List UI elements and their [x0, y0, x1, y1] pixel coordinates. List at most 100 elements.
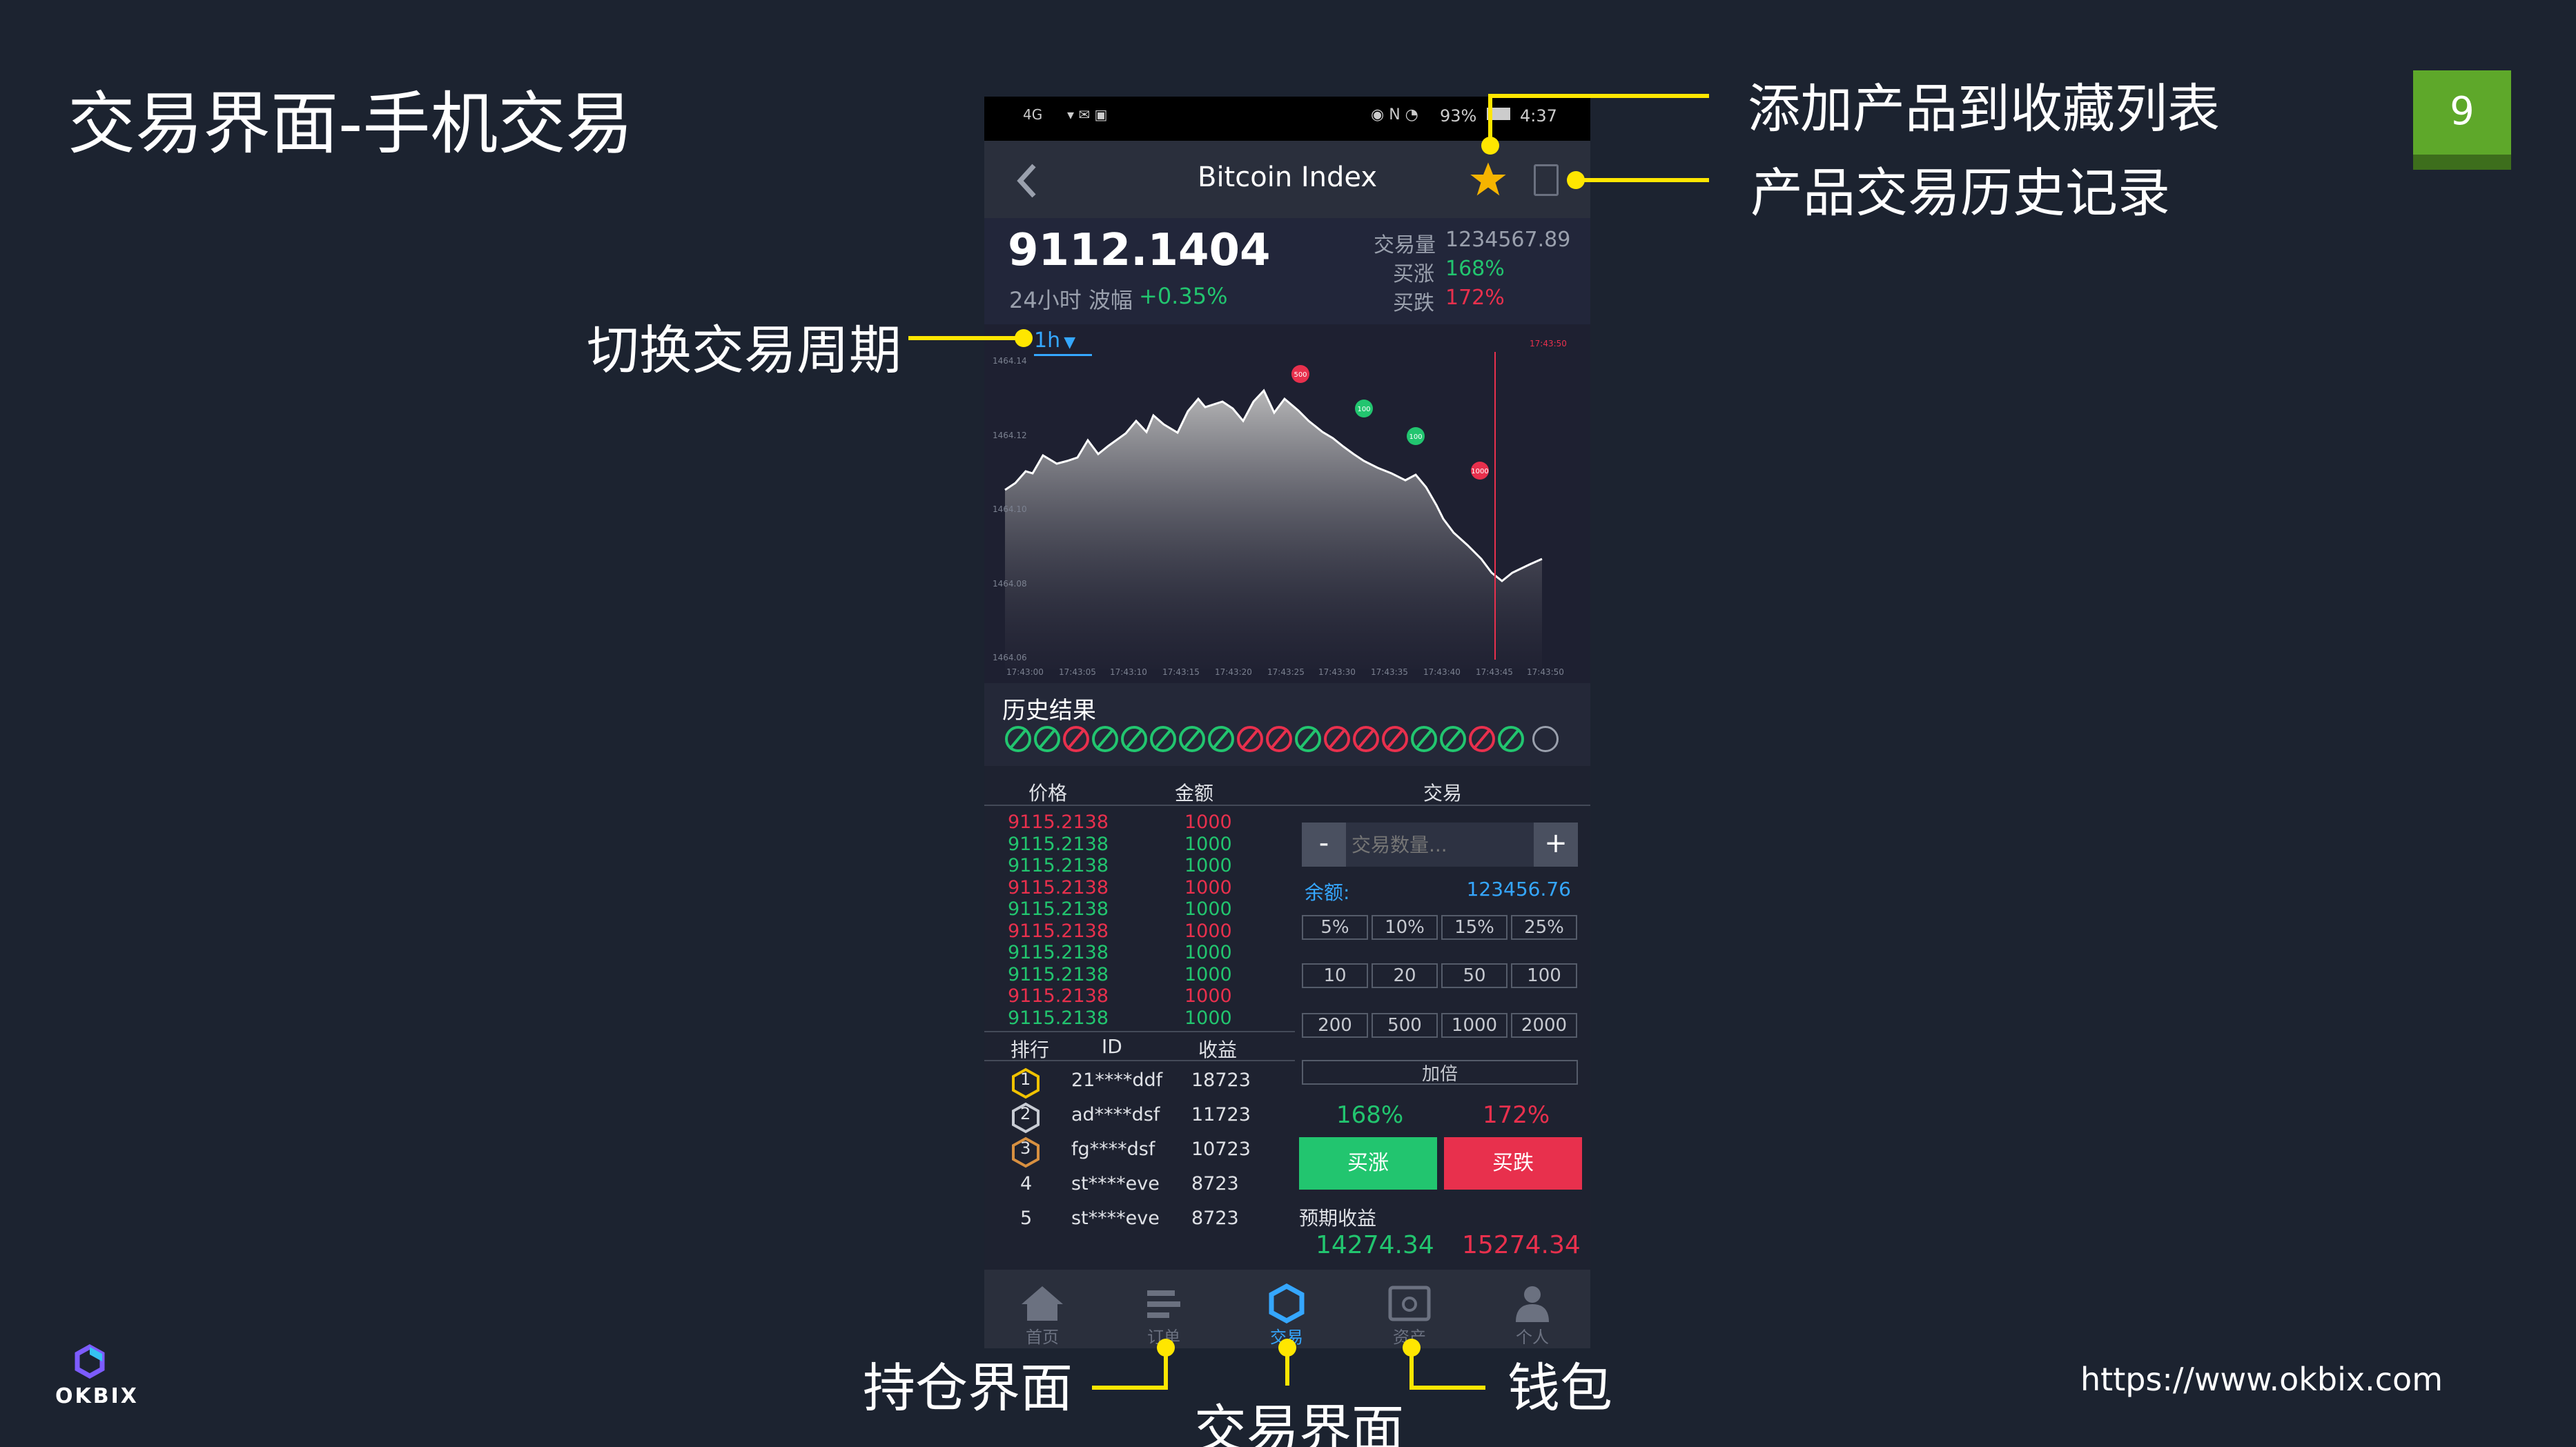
- change-label: 24小时 波幅: [1009, 287, 1133, 313]
- callout-line-wallet: [1409, 1386, 1485, 1390]
- callout-line-positions-v: [1164, 1346, 1168, 1388]
- annotation-wallet: 钱包: [1507, 1357, 1612, 1419]
- x-tick-label: 17:43:25: [1267, 667, 1305, 677]
- y-tick-label: 1464.08: [993, 579, 1027, 589]
- x-tick-label: 17:43:05: [1059, 667, 1096, 677]
- orderbook-price: 9115.2138: [1008, 876, 1109, 898]
- up-label: 买涨: [1393, 262, 1434, 286]
- rank-user-id: st****eve: [1071, 1173, 1160, 1194]
- tab-profile-label: 个人: [1516, 1328, 1549, 1347]
- price-panel: 9112.1404 24小时 波幅 +0.35% 交易量 1234567.89 …: [984, 218, 1590, 324]
- amount-header: 金额: [1175, 782, 1214, 805]
- rank-user-id: st****eve: [1071, 1208, 1160, 1229]
- result-down-icon: [1324, 726, 1350, 752]
- signal-indicator: 4G: [1023, 106, 1043, 123]
- okbix-logo-icon: [69, 1343, 110, 1379]
- expected-label: 预期收益: [1299, 1207, 1377, 1230]
- annotation-period: 切换交易周期: [587, 319, 901, 381]
- annotation-history-record: 产品交易历史记录: [1750, 162, 2170, 224]
- trade-marker-label: 100: [1409, 433, 1422, 441]
- percent-option[interactable]: 10%: [1372, 915, 1438, 940]
- app-header: Bitcoin Index: [984, 141, 1590, 218]
- x-tick-label: 17:43:30: [1318, 667, 1356, 677]
- volume-label: 交易量: [1374, 233, 1436, 257]
- buy-up-button[interactable]: 买涨: [1299, 1137, 1437, 1190]
- y-tick-label: 1464.14: [993, 356, 1027, 366]
- orderbook-amount: 1000: [1184, 898, 1232, 920]
- rank-profit: 8723: [1191, 1208, 1239, 1229]
- clock-icon[interactable]: [1532, 726, 1559, 752]
- status-bar: 4G ▾ ✉ ▣ ◉ N ◔ 93% 4:37: [984, 97, 1590, 141]
- orderbook-amount: 1000: [1184, 876, 1232, 898]
- chevron-down-icon: ▼: [1064, 334, 1076, 351]
- result-up-icon: [1498, 726, 1524, 752]
- orderbook-header: 价格 金额: [984, 776, 1295, 806]
- trade-marker-label: 500: [1294, 371, 1307, 379]
- trade-title: 交易: [1423, 782, 1462, 805]
- tab-profile[interactable]: 个人: [1491, 1278, 1574, 1347]
- down-label: 买跌: [1393, 291, 1434, 315]
- balance-value: 123456.76: [1466, 878, 1571, 900]
- expected-up: 14274.34: [1316, 1231, 1434, 1259]
- amount-option[interactable]: 100: [1511, 963, 1577, 988]
- volume-value: 1234567.89: [1445, 228, 1571, 252]
- callout-line-period: [908, 336, 1026, 340]
- rank-number: 4: [1020, 1173, 1033, 1194]
- medal-icon: [1011, 1101, 1041, 1134]
- orderbook-amount: 1000: [1184, 942, 1232, 963]
- percent-option[interactable]: 25%: [1511, 915, 1577, 940]
- star-favorite-icon[interactable]: [1469, 160, 1507, 199]
- x-tick-label: 17:43:15: [1162, 667, 1200, 677]
- history-record-icon[interactable]: [1534, 164, 1559, 196]
- rank-profit: 11723: [1191, 1104, 1251, 1125]
- orderbook-price: 9115.2138: [1008, 833, 1109, 855]
- current-price: 9112.1404: [1008, 225, 1271, 276]
- callout-line-positions: [1092, 1386, 1168, 1390]
- orderbook-amount: 1000: [1184, 985, 1232, 1007]
- period-selector[interactable]: 1h ▼: [1034, 328, 1092, 356]
- amount-option[interactable]: 1000: [1441, 1013, 1507, 1038]
- back-icon[interactable]: [1013, 161, 1041, 200]
- result-up-icon: [1411, 726, 1437, 752]
- callout-dot-wallet: [1403, 1339, 1421, 1357]
- x-tick-label: 17:43:40: [1423, 667, 1461, 677]
- tab-orders[interactable]: 订单: [1122, 1278, 1205, 1347]
- trade-header: 交易: [1295, 776, 1590, 806]
- result-up-icon: [1150, 726, 1176, 752]
- status-icons: ◉ N ◔: [1371, 106, 1418, 124]
- trade-marker-label: 100: [1357, 406, 1370, 413]
- tab-bar: [984, 1270, 1590, 1348]
- orderbook-amount: 1000: [1184, 855, 1232, 876]
- percent-option[interactable]: 5%: [1302, 915, 1368, 940]
- result-up-icon: [1208, 726, 1234, 752]
- double-button[interactable]: 加倍: [1302, 1060, 1578, 1085]
- tab-home[interactable]: 首页: [1001, 1278, 1084, 1347]
- callout-line-wallet-v: [1409, 1346, 1414, 1388]
- minus-button[interactable]: -: [1302, 823, 1346, 867]
- annotation-positions: 持仓界面: [863, 1357, 1073, 1419]
- trade-marker-label: 1000: [1471, 468, 1488, 475]
- x-tick-label: 17:43:00: [1006, 667, 1044, 677]
- tab-trade[interactable]: 交易: [1245, 1278, 1328, 1347]
- y-tick-label: 1464.12: [993, 431, 1027, 440]
- plus-button[interactable]: +: [1534, 823, 1578, 867]
- buy-down-button[interactable]: 买跌: [1444, 1137, 1582, 1190]
- amount-option[interactable]: 2000: [1511, 1013, 1577, 1038]
- amount-option[interactable]: 50: [1441, 963, 1507, 988]
- ranking-list: 1 21****ddf 18723 2 ad****dsf 11723 3 fg****dsf…: [984, 1067, 1295, 1277]
- trade-marker: [1355, 400, 1373, 417]
- callout-line-favorite: [1488, 94, 1709, 98]
- amount-option[interactable]: 10: [1302, 963, 1368, 988]
- amount-option[interactable]: 20: [1372, 963, 1438, 988]
- orderbook-amount: 1000: [1184, 963, 1232, 985]
- percent-option[interactable]: 15%: [1441, 915, 1507, 940]
- callout-line-favorite-v: [1488, 94, 1492, 142]
- amount-option[interactable]: 500: [1372, 1013, 1438, 1038]
- quantity-input[interactable]: [1352, 828, 1525, 861]
- website-link[interactable]: https://www.okbix.com: [2080, 1361, 2443, 1398]
- callout-dot-history: [1567, 171, 1585, 189]
- amount-option[interactable]: 200: [1302, 1013, 1368, 1038]
- result-up-icon: [1295, 726, 1321, 752]
- tab-assets[interactable]: 资产: [1368, 1278, 1451, 1347]
- logo-text: OKBIX: [55, 1384, 139, 1408]
